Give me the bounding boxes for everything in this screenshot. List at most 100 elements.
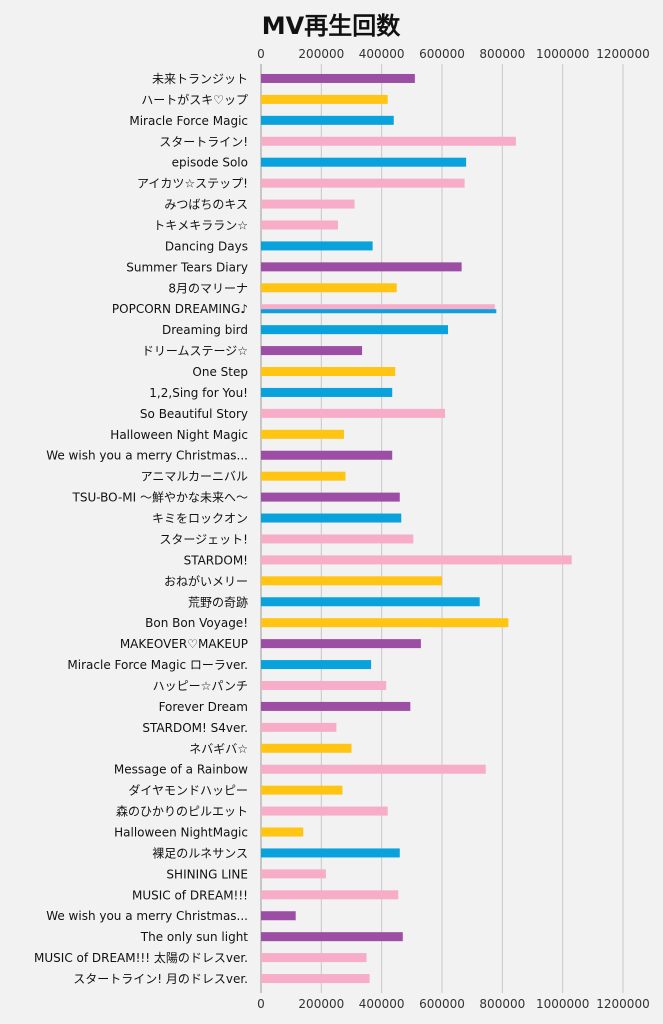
bar [261, 73, 415, 83]
x-tick-label-bottom: 1000000 [536, 997, 589, 1011]
bar [261, 932, 403, 942]
top-axis-ticks: 0 200000 400000 600000 800000 1000000 1200000 [257, 47, 650, 61]
bar [261, 827, 304, 837]
category-label: おねがいメリー [164, 573, 248, 588]
x-tick-label-top: 800000 [479, 47, 525, 61]
category-label: トキメキララン☆ [153, 218, 248, 232]
category-label: Message of a Rainbow [114, 763, 248, 777]
category-label: Dreaming bird [162, 323, 248, 337]
category-label: We wish you a merry Christmas... [46, 909, 248, 923]
bar [261, 576, 442, 586]
bar [261, 367, 396, 377]
category-label: POPCORN DREAMING♪ [112, 302, 248, 316]
category-label: 森のひかりのピルエット [116, 804, 248, 819]
bar-overlay [261, 309, 497, 314]
bar [261, 429, 344, 439]
bar [261, 325, 449, 335]
x-tick-label-top: 1200000 [596, 47, 649, 61]
bar [261, 555, 572, 565]
category-label: MUSIC of DREAM!!! 太陽のドレスver. [34, 950, 248, 965]
category-label: episode Solo [172, 156, 248, 170]
bar [261, 764, 486, 774]
category-label: STARDOM! [184, 553, 248, 567]
category-label: TSU-BO-MI ～鮮やかな未来へ～ [72, 491, 248, 505]
bar [261, 199, 355, 209]
bar [261, 806, 388, 816]
category-label: The only sun light [140, 930, 248, 944]
x-tick-label-bottom: 200000 [298, 997, 344, 1011]
category-label: 未来トランジット [152, 72, 248, 86]
bar [261, 220, 338, 230]
bar [261, 534, 414, 544]
x-tick-label-bottom: 800000 [479, 997, 525, 1011]
category-label: ハートがスキ♡ップ [141, 92, 248, 107]
bar [261, 408, 446, 418]
category-label: スタージェット! [159, 532, 248, 546]
bar [261, 94, 388, 104]
category-label: Miracle Force Magic ローラver. [67, 658, 248, 672]
category-label: 8月のマリーナ [168, 281, 248, 295]
bar [261, 178, 465, 188]
bar [261, 953, 367, 963]
bar [261, 974, 370, 984]
x-tick-label-top: 200000 [298, 47, 344, 61]
category-label: Halloween Night Magic [110, 428, 248, 442]
bar [261, 283, 397, 293]
bar [261, 911, 296, 921]
category-label: STARDOM! S4ver. [142, 721, 248, 735]
bottom-axis-ticks: 0 200000 400000 600000 800000 1000000 1200000 [257, 997, 650, 1011]
category-label: Halloween NightMagic [114, 826, 248, 840]
bar [261, 660, 372, 670]
category-label: Forever Dream [159, 700, 248, 714]
bar [261, 597, 480, 607]
bar [261, 471, 346, 481]
category-label: Miracle Force Magic [129, 114, 248, 128]
category-label: 荒野の奇跡 [188, 594, 248, 609]
bar [261, 848, 400, 858]
category-label: MAKEOVER♡MAKEUP [120, 637, 248, 651]
bar [261, 722, 337, 732]
category-label: アイカツ☆ステップ! [137, 177, 248, 191]
bar [261, 701, 411, 711]
category-label: ダイヤモンドハッピー [128, 783, 248, 798]
bar [261, 387, 393, 397]
bar [261, 680, 387, 690]
x-tick-label-top: 400000 [359, 47, 405, 61]
bar [261, 639, 421, 649]
category-label: キミをロックオン [152, 512, 248, 526]
category-label: 1,2,Sing for You! [149, 386, 248, 400]
category-label: SHINING LINE [166, 867, 248, 881]
category-label: Bon Bon Voyage! [145, 616, 248, 630]
category-label: We wish you a merry Christmas... [46, 449, 248, 463]
bar [261, 136, 516, 146]
bar [261, 241, 373, 251]
x-tick-label-bottom: 400000 [359, 997, 405, 1011]
bar [261, 115, 394, 125]
bar [261, 513, 402, 523]
x-tick-label-bottom: 0 [257, 997, 265, 1011]
category-label: MUSIC of DREAM!!! [132, 888, 248, 902]
category-label: ドリームステージ☆ [142, 344, 248, 358]
category-label: Summer Tears Diary [126, 260, 248, 274]
category-label: みつばちのキス [164, 198, 248, 212]
category-label: One Step [192, 365, 248, 379]
category-label: ネバギバ☆ [189, 742, 248, 756]
chart-title: MV再生回数 [262, 12, 401, 40]
x-tick-label-top: 1000000 [536, 47, 589, 61]
bar [261, 743, 352, 753]
bars-group [261, 73, 572, 984]
bar [261, 785, 343, 795]
category-label: スタートライン! 月のドレスver. [73, 972, 248, 986]
category-label: スタートライン! [159, 135, 248, 149]
bar [261, 304, 495, 314]
category-label: アニマルカーニバル [141, 470, 248, 484]
x-tick-label-bottom: 1200000 [596, 997, 649, 1011]
category-label: Dancing Days [165, 239, 248, 253]
category-label: So Beautiful Story [140, 407, 248, 421]
bar [261, 450, 393, 460]
bar [261, 346, 363, 356]
grid-lines [260, 64, 624, 993]
